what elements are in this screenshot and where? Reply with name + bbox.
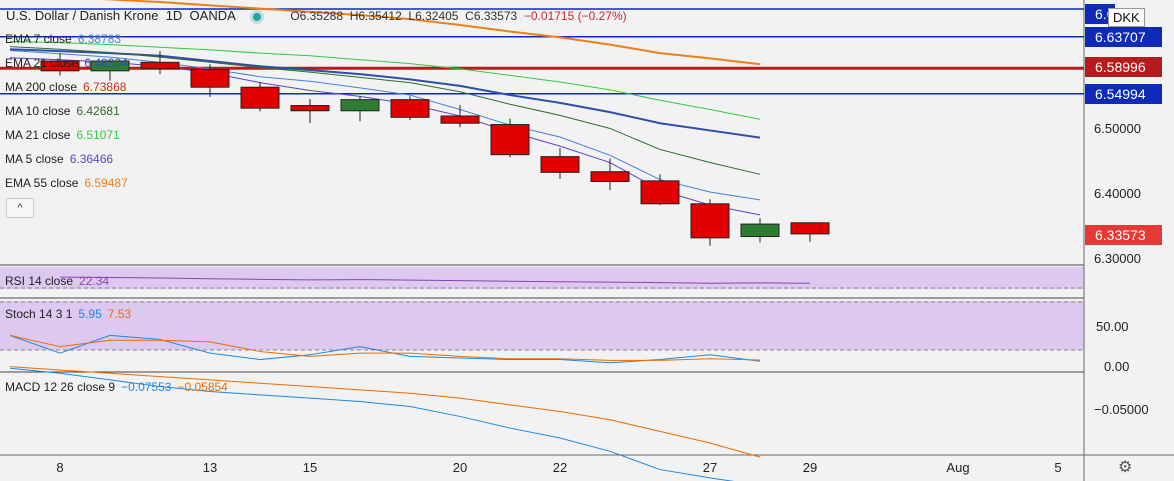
change-value: −0.01715 (−0.27%) — [523, 9, 627, 23]
legend-ema7[interactable]: EMA 7 close 6.38783 — [5, 32, 122, 46]
candle-body — [240, 86, 280, 109]
legend-ema55[interactable]: EMA 55 close 6.59487 — [5, 176, 128, 190]
series-line-5 — [99, 0, 761, 66]
price-tag-ema21: 6.54994 — [1085, 84, 1162, 104]
macd-legend[interactable]: MACD 12 26 close 9 −0.07553 −0.05854 — [5, 380, 228, 394]
candle-8 — [440, 104, 480, 128]
candle-15 — [790, 222, 830, 242]
candle-2 — [140, 51, 180, 75]
legend-ma10[interactable]: MA 10 close 6.42681 — [5, 104, 120, 118]
x-tick-label: 27 — [703, 460, 717, 475]
chart-header: U.S. Dollar / Danish Krone 1D OANDA O6.3… — [6, 8, 627, 23]
candle-body — [340, 99, 380, 112]
candle-9 — [490, 118, 530, 158]
candle-body — [390, 99, 430, 118]
settings-gear-icon[interactable]: ⚙ — [1118, 459, 1133, 476]
x-tick-label: 15 — [303, 460, 317, 475]
market-status-icon — [252, 12, 261, 21]
candle-6 — [340, 96, 380, 122]
candle-14 — [740, 218, 780, 243]
x-tick-label: 29 — [803, 460, 817, 475]
legend-ema21[interactable]: EMA 21 close 6.48304 — [5, 56, 128, 70]
legend-ma200[interactable]: MA 200 close 6.73868 — [5, 80, 127, 94]
candle-body — [790, 222, 830, 235]
candle-body — [190, 69, 230, 88]
stoch-band — [0, 301, 1084, 350]
legend-ma5[interactable]: MA 5 close 6.36466 — [5, 152, 114, 166]
price-tag-last: 6.33573 — [1085, 225, 1162, 245]
symbol-name: U.S. Dollar / Danish Krone — [6, 8, 159, 23]
rsi-line — [59, 276, 811, 284]
candle-body — [140, 61, 180, 70]
rsi-legend[interactable]: RSI 14 close 22.34 — [5, 274, 110, 288]
macd-line — [9, 367, 735, 481]
stoch-k-line — [9, 334, 761, 364]
candle-4 — [240, 81, 280, 112]
candle-body — [90, 60, 130, 72]
high-value: H6.35412 — [349, 9, 402, 23]
series-line-4 — [9, 57, 761, 216]
macd-tick-label: −0.05000 — [1094, 402, 1149, 417]
x-tick-label: Aug — [946, 460, 969, 475]
x-tick-label: 5 — [1054, 460, 1061, 475]
y-tick-label: 6.30000 — [1094, 251, 1141, 266]
x-tick-label: 13 — [203, 460, 217, 475]
candle-body — [690, 203, 730, 239]
currency-badge[interactable]: DKK — [1108, 8, 1145, 27]
stoch-tick-label: 0.00 — [1104, 359, 1129, 374]
candle-body — [590, 171, 630, 183]
candle-13 — [690, 199, 730, 246]
exchange-label: OANDA — [189, 8, 236, 23]
series-line-2 — [9, 46, 761, 175]
candle-12 — [640, 174, 680, 206]
stoch-d-line — [9, 334, 761, 361]
candle-body — [640, 180, 680, 205]
macd-signal-line — [9, 366, 761, 458]
candle-1 — [90, 60, 130, 81]
rsi-band — [0, 267, 1084, 289]
candle-11 — [590, 158, 630, 191]
close-value: C6.33573 — [465, 9, 518, 23]
candle-0 — [40, 53, 80, 76]
series-line-3 — [9, 40, 761, 120]
candle-body — [740, 223, 780, 238]
candle-body — [540, 156, 580, 173]
price-tag-ema7: 6.63707 — [1085, 27, 1162, 47]
candle-body — [490, 124, 530, 156]
series-line-0 — [9, 50, 761, 201]
x-tick-label: 22 — [553, 460, 567, 475]
ohlc-values: O6.35288 H6.35412 L6.32405 C6.33573 −0.0… — [290, 9, 626, 23]
plot-background — [0, 0, 1084, 481]
price-tag-ma200: 6.58996 — [1085, 57, 1162, 77]
stoch-legend[interactable]: Stoch 14 3 1 5.95 7.53 — [5, 307, 132, 321]
interval-label[interactable]: 1D — [165, 8, 183, 23]
candle-body — [290, 105, 330, 112]
stoch-tick-label: 50.00 — [1096, 319, 1129, 334]
x-tick-label: 20 — [453, 460, 467, 475]
y-tick-label: 6.40000 — [1094, 186, 1141, 201]
x-tick-label: 8 — [56, 460, 63, 475]
candle-5 — [290, 98, 330, 124]
legend-ma21[interactable]: MA 21 close 6.51071 — [5, 128, 120, 142]
candle-3 — [190, 64, 230, 98]
candle-10 — [540, 148, 580, 179]
candle-body — [440, 115, 480, 124]
candle-body — [40, 60, 80, 72]
open-value: O6.35288 — [290, 9, 344, 23]
y-tick-label: 6.50000 — [1094, 121, 1141, 136]
low-value: L6.32405 — [408, 9, 459, 23]
collapse-legend-button[interactable]: ^ — [6, 198, 34, 218]
candle-7 — [390, 96, 430, 120]
